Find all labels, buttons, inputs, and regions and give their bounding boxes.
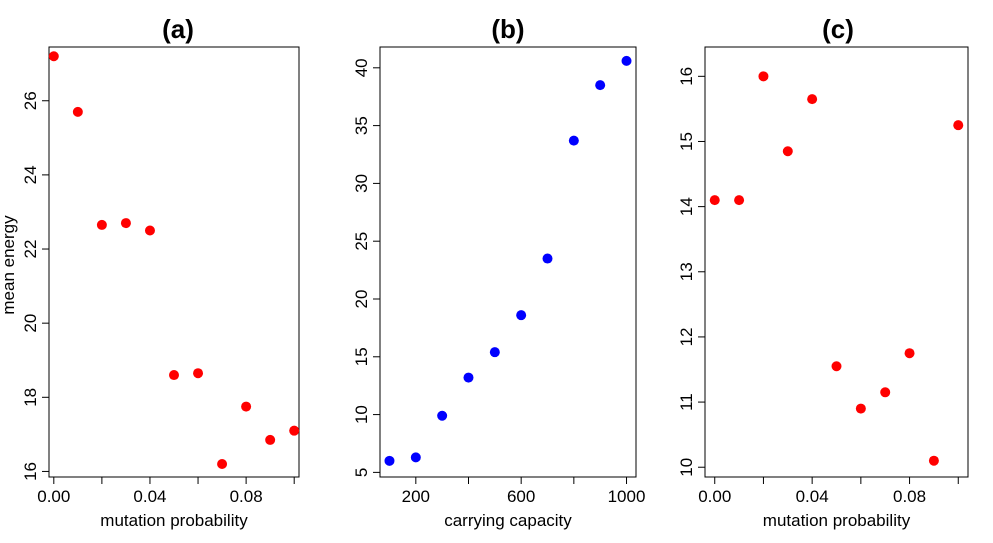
y-tick-label: 30 — [352, 174, 371, 193]
data-point — [807, 94, 818, 105]
panel-3: (c) 0.00 0.04 0.08 10 11 12 13 14 15 16 mutation pr… — [677, 14, 969, 530]
y-tick-label: 14 — [677, 197, 696, 216]
data-point — [96, 219, 107, 230]
x-tick-label: 600 — [507, 487, 535, 506]
x-axis-label: mutation probability — [100, 511, 248, 530]
x-tick-label: 1000 — [608, 487, 646, 506]
panel-title: (c) — [822, 14, 854, 44]
panel-title: (a) — [162, 14, 194, 44]
data-point — [855, 403, 866, 414]
y-tick-label: 24 — [21, 165, 40, 184]
y-tick-label: 12 — [677, 327, 696, 346]
x-tick-label: 0.04 — [133, 487, 166, 506]
y-tick-label: 25 — [352, 232, 371, 251]
data-point — [542, 253, 553, 264]
data-point — [904, 348, 915, 359]
data-point — [595, 80, 606, 91]
y-tick-label: 15 — [352, 347, 371, 366]
x-axis-label: carrying capacity — [444, 511, 572, 530]
data-point — [758, 71, 769, 82]
data-point — [217, 459, 228, 470]
data-point — [169, 370, 179, 381]
panel-2: (b) 200 600 1000 5 10 15 20 25 30 35 40 carrying cap… — [352, 14, 645, 530]
x-tick-label: 0.08 — [230, 487, 263, 506]
data-point — [709, 195, 720, 206]
data-point — [621, 55, 632, 66]
data-point — [953, 120, 964, 131]
data-point — [410, 452, 421, 463]
data-point — [144, 225, 155, 236]
data-point — [48, 51, 59, 62]
y-tick-label: 26 — [21, 91, 40, 110]
data-point — [193, 368, 204, 379]
x-tick-label: 0.00 — [698, 487, 731, 506]
data-point — [831, 361, 842, 372]
plot-frame — [704, 46, 969, 478]
y-tick-label: 11 — [677, 393, 696, 411]
x-tick-label: 200 — [402, 487, 430, 506]
y-tick-label: 20 — [352, 290, 371, 309]
data-point — [516, 310, 527, 321]
y-axis-label: mean energy — [0, 215, 18, 315]
data-point — [734, 195, 745, 206]
x-tick-label: 0.00 — [37, 487, 70, 506]
y-tick-label: 40 — [352, 58, 371, 77]
y-tick-label: 22 — [21, 240, 40, 259]
data-point — [289, 425, 300, 436]
data-point — [241, 401, 252, 412]
data-point — [928, 455, 939, 466]
data-point — [120, 218, 131, 229]
y-tick-label: 16 — [21, 462, 40, 481]
plot-frame — [48, 46, 300, 478]
y-tick-label: 10 — [352, 405, 371, 424]
panel-1: (a) 0.00 0.04 0.08 16 18 20 22 24 26 mutation prob… — [0, 14, 300, 530]
data-point — [72, 106, 83, 117]
data-point — [463, 372, 474, 383]
x-axis-label: mutation probability — [763, 511, 911, 530]
y-tick-label: 15 — [677, 132, 696, 151]
y-tick-label: 13 — [677, 262, 696, 281]
data-point — [568, 135, 579, 146]
data-point — [782, 146, 793, 157]
y-tick-label: 5 — [352, 468, 371, 477]
data-point — [384, 455, 395, 466]
x-tick-label: 0.04 — [796, 487, 829, 506]
panel-title: (b) — [491, 14, 524, 44]
plot-frame — [379, 46, 637, 478]
data-point — [265, 434, 276, 445]
y-tick-label: 35 — [352, 116, 371, 135]
y-tick-label: 16 — [677, 67, 696, 86]
y-tick-label: 20 — [21, 314, 40, 333]
y-tick-label: 18 — [21, 388, 40, 407]
y-tick-label: 10 — [677, 458, 696, 477]
data-point — [437, 410, 448, 421]
x-tick-label: 0.08 — [893, 487, 926, 506]
data-point — [880, 387, 891, 398]
data-point — [489, 347, 500, 358]
